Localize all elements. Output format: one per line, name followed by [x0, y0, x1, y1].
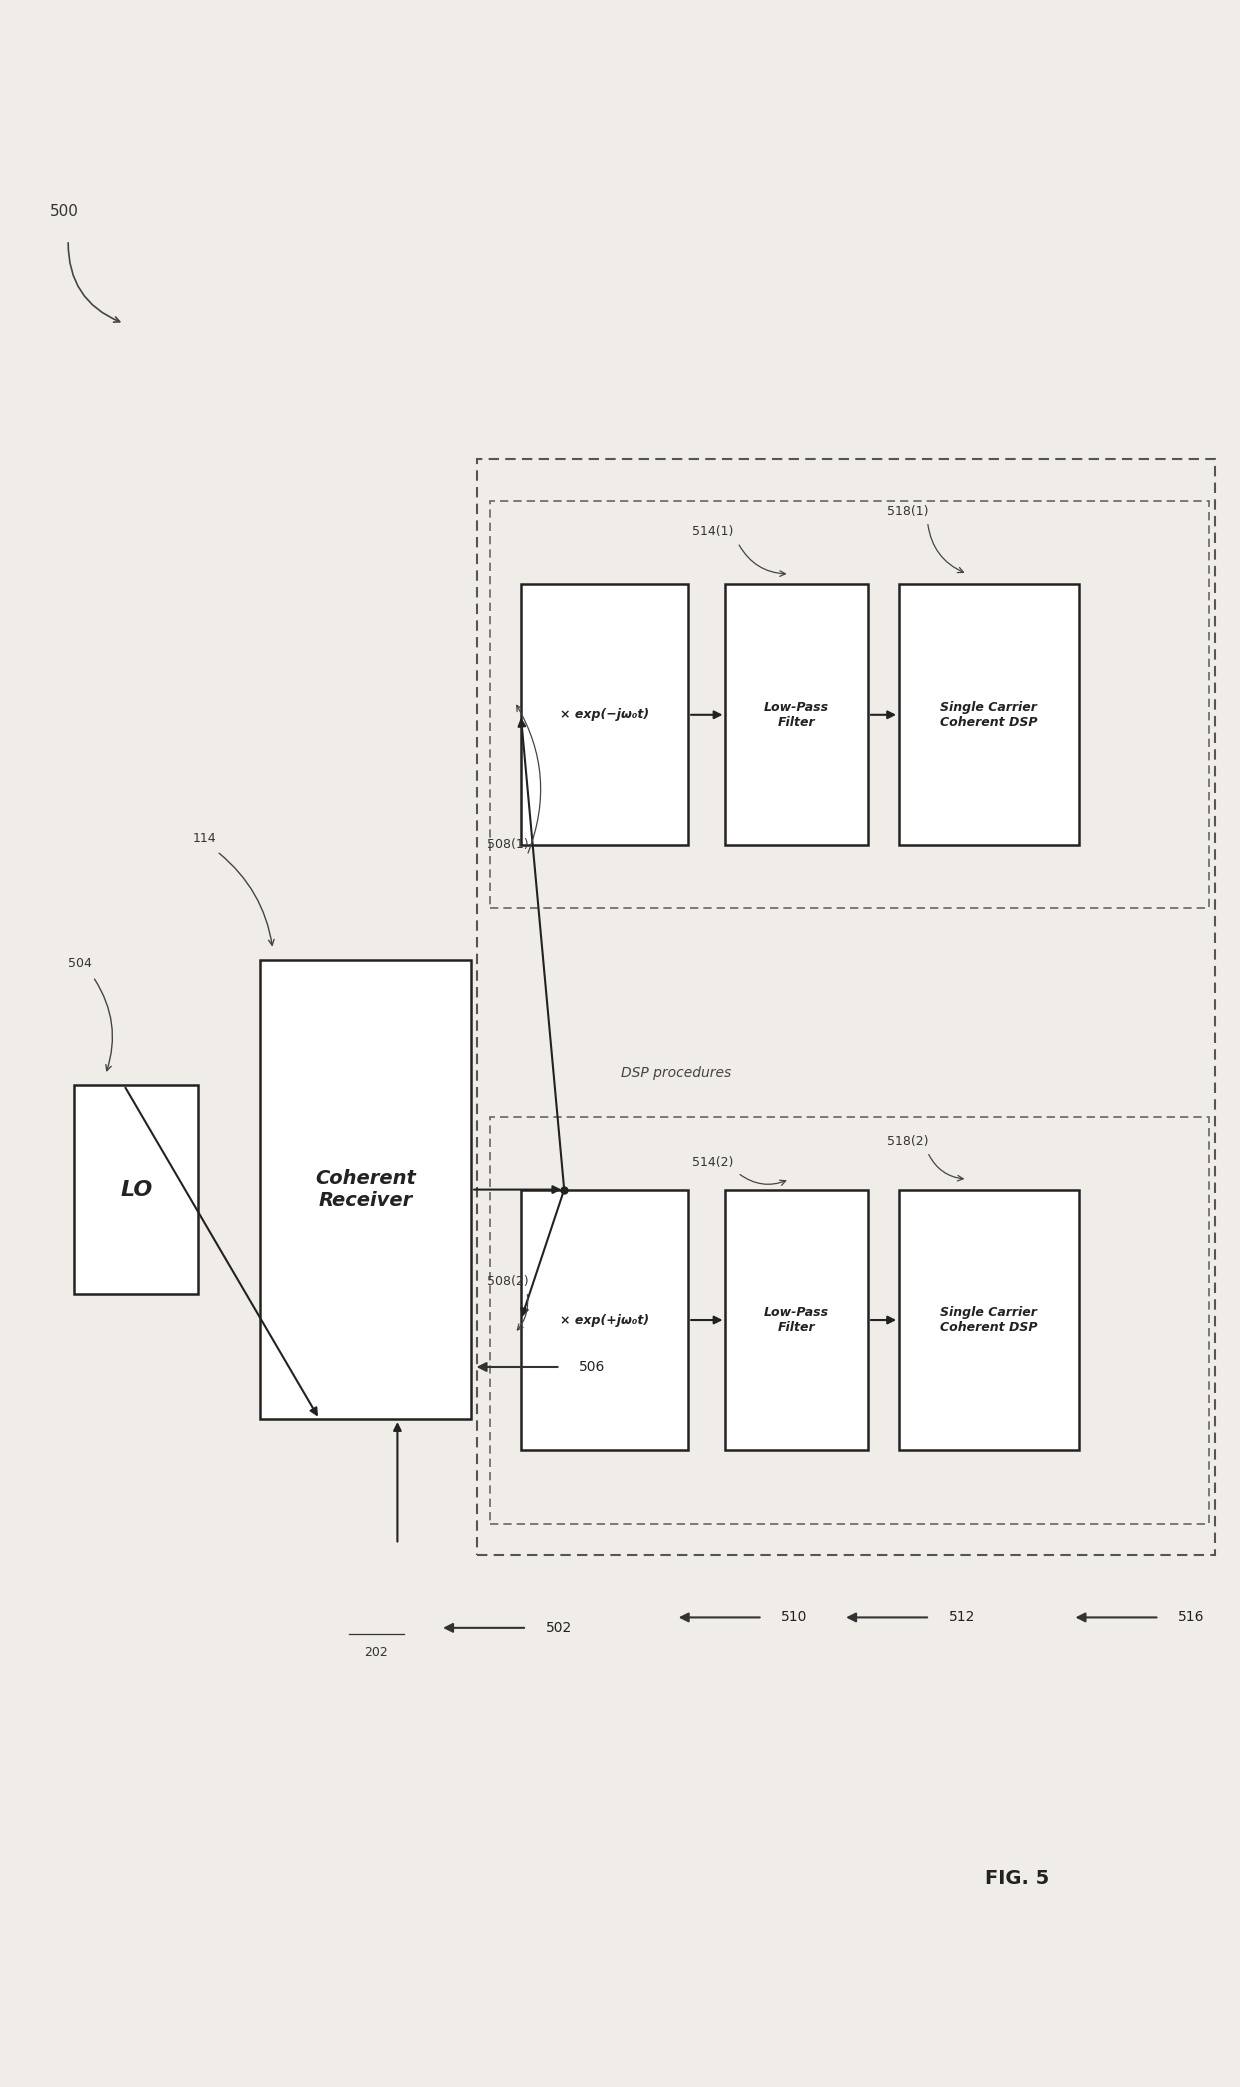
Text: Low-Pass
Filter: Low-Pass Filter	[764, 701, 830, 728]
Text: 516: 516	[1178, 1611, 1204, 1624]
Text: 512: 512	[949, 1611, 975, 1624]
Text: × exp(−jω₀t): × exp(−jω₀t)	[560, 707, 649, 722]
Text: 518(2): 518(2)	[887, 1135, 928, 1148]
Text: × exp(+jω₀t): × exp(+jω₀t)	[560, 1313, 649, 1327]
Text: 202: 202	[365, 1647, 388, 1659]
Text: 514(1): 514(1)	[692, 526, 733, 538]
Text: DSP procedures: DSP procedures	[621, 1066, 732, 1079]
FancyBboxPatch shape	[260, 960, 471, 1419]
Text: 508(1): 508(1)	[487, 839, 529, 851]
Text: 500: 500	[50, 205, 78, 219]
Text: Low-Pass
Filter: Low-Pass Filter	[764, 1306, 830, 1334]
FancyBboxPatch shape	[521, 584, 688, 845]
Text: 114: 114	[192, 833, 216, 845]
Text: 508(2): 508(2)	[487, 1275, 529, 1288]
Text: 514(2): 514(2)	[692, 1156, 733, 1169]
FancyBboxPatch shape	[899, 1190, 1079, 1450]
Text: 510: 510	[781, 1611, 807, 1624]
Text: FIG. 5: FIG. 5	[985, 1868, 1049, 1889]
Text: 504: 504	[68, 958, 92, 970]
FancyBboxPatch shape	[74, 1085, 198, 1294]
Text: 502: 502	[546, 1622, 572, 1634]
Text: Coherent
Receiver: Coherent Receiver	[315, 1169, 417, 1210]
FancyBboxPatch shape	[521, 1190, 688, 1450]
Text: 506: 506	[579, 1361, 605, 1373]
Text: LO: LO	[120, 1179, 153, 1200]
FancyBboxPatch shape	[725, 1190, 868, 1450]
Text: 518(1): 518(1)	[887, 505, 928, 518]
Text: Single Carrier
Coherent DSP: Single Carrier Coherent DSP	[940, 701, 1038, 728]
Text: Single Carrier
Coherent DSP: Single Carrier Coherent DSP	[940, 1306, 1038, 1334]
FancyBboxPatch shape	[725, 584, 868, 845]
FancyBboxPatch shape	[899, 584, 1079, 845]
